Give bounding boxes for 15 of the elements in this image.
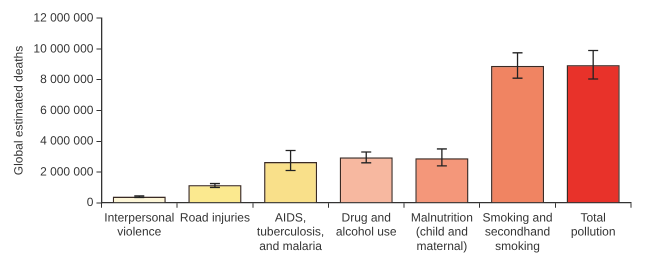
y-tick-label: 0 <box>86 195 94 210</box>
x-tick-label: Interpersonal violence <box>104 210 174 239</box>
x-tick-label: AIDS, tuberculosis, and malaria <box>256 210 324 254</box>
x-tick-label: Malnutrition (child and maternal) <box>410 210 473 254</box>
y-tick-label: 2 000 000 <box>40 164 94 178</box>
y-tick-label: 12 000 000 <box>33 10 94 25</box>
x-tick-label: Road injuries <box>180 210 250 224</box>
x-tick-label: Drug and alcohol use <box>336 210 397 239</box>
x-tick-label: Total pollution <box>570 210 616 239</box>
x-tick-label: Smoking and secondhand smoking <box>482 210 553 254</box>
y-tick-label: 8 000 000 <box>40 72 94 86</box>
y-tick-label: 4 000 000 <box>40 134 94 148</box>
y-tick-label: 10 000 000 <box>33 41 94 56</box>
y-tick-label: 6 000 000 <box>40 102 94 117</box>
y-axis-title: Global estimated deaths <box>12 46 26 176</box>
